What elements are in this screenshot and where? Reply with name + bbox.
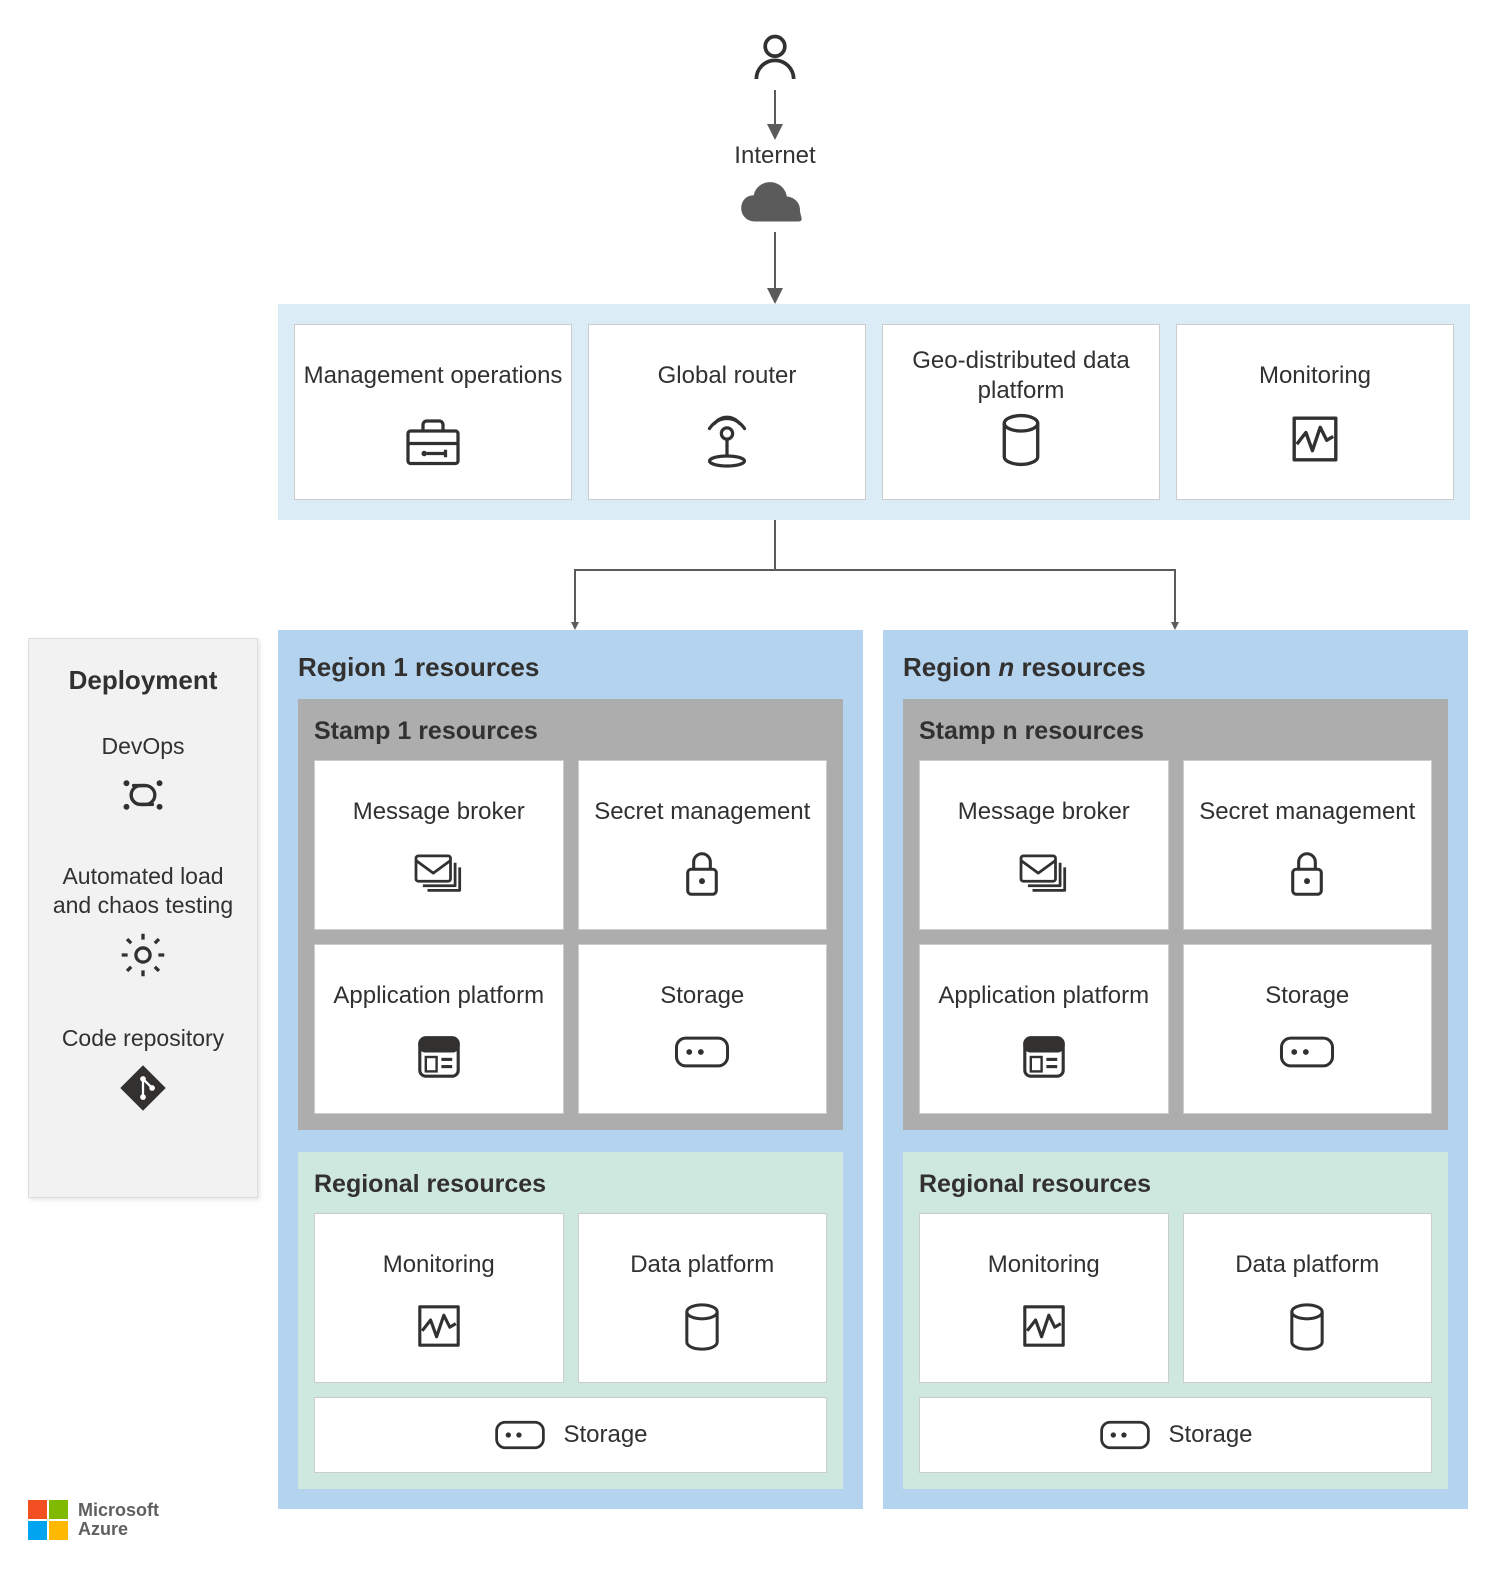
stamp-1-container: Stamp 1 resources Message broker Secret … — [298, 699, 843, 1130]
microsoft-azure-logo: Microsoft Azure — [28, 1500, 159, 1540]
card-label: Storage — [1265, 965, 1349, 1027]
global-services-container: Management operations Global router Geo-… — [278, 304, 1470, 520]
microsoft-logo-icon — [28, 1500, 68, 1540]
stamp-title: Stamp n resources — [919, 717, 1432, 746]
card-label: Application platform — [938, 965, 1149, 1027]
logo-line2: Azure — [78, 1520, 159, 1539]
regional-storage-row: Storage — [919, 1397, 1432, 1473]
secret-management-card: Secret management — [1183, 760, 1433, 930]
card-label: Storage — [660, 965, 744, 1027]
storage-label: Storage — [563, 1421, 647, 1449]
storage-icon — [673, 1033, 731, 1071]
database-icon — [997, 413, 1045, 467]
arrow-user-internet — [772, 90, 778, 140]
regional-storage-row: Storage — [314, 1397, 827, 1473]
arrow-cloud-global — [772, 232, 778, 304]
app-icon — [415, 1033, 463, 1081]
regional-monitoring-card: Monitoring — [919, 1213, 1169, 1383]
diagram-canvas: Internet Management operations Global ro… — [20, 20, 1490, 1572]
dep-label: Code repository — [45, 1024, 241, 1053]
card-label: Data platform — [630, 1234, 774, 1296]
regional-monitoring-card: Monitoring — [314, 1213, 564, 1383]
monitoring-icon — [415, 1302, 463, 1350]
deployment-title: Deployment — [45, 665, 241, 696]
card-label: Secret management — [1199, 781, 1415, 843]
global-router-card: Global router — [588, 324, 866, 500]
storage-card: Storage — [1183, 944, 1433, 1114]
card-label: Geo-distributed data platform — [891, 345, 1151, 407]
geo-data-platform-card: Geo-distributed data platform — [882, 324, 1160, 500]
stamp-n-container: Stamp n resources Message broker Secret … — [903, 699, 1448, 1130]
lock-icon — [1286, 849, 1328, 899]
storage-icon — [493, 1418, 547, 1452]
monitoring-card: Monitoring — [1176, 324, 1454, 500]
arrow-global-regions — [560, 520, 1190, 630]
stamp-title: Stamp 1 resources — [314, 717, 827, 746]
card-label: Monitoring — [1259, 345, 1371, 407]
cloud-icon — [735, 178, 815, 235]
card-label: Data platform — [1235, 1234, 1379, 1296]
toolbox-icon — [403, 413, 463, 469]
deployment-item-repo: Code repository — [45, 1024, 241, 1118]
management-operations-card: Management operations — [294, 324, 572, 500]
monitoring-icon — [1020, 1302, 1068, 1350]
storage-label: Storage — [1168, 1421, 1252, 1449]
deployment-item-devops: DevOps — [45, 732, 241, 824]
region-title: Region n resources — [903, 652, 1448, 683]
card-label: Application platform — [333, 965, 544, 1027]
storage-card: Storage — [578, 944, 828, 1114]
message-icon — [411, 849, 467, 895]
regional-title: Regional resources — [314, 1170, 827, 1199]
app-icon — [1020, 1033, 1068, 1081]
router-icon — [697, 413, 757, 469]
database-icon — [1286, 1302, 1328, 1352]
region-title: Region 1 resources — [298, 652, 843, 683]
application-platform-card: Application platform — [314, 944, 564, 1114]
secret-management-card: Secret management — [578, 760, 828, 930]
card-label: Management operations — [304, 345, 563, 407]
storage-icon — [1098, 1418, 1152, 1452]
regional-title: Regional resources — [919, 1170, 1432, 1199]
regional-data-platform-card: Data platform — [578, 1213, 828, 1383]
card-label: Monitoring — [988, 1234, 1100, 1296]
logo-text: Microsoft Azure — [78, 1501, 159, 1539]
lock-icon — [681, 849, 723, 899]
card-label: Monitoring — [383, 1234, 495, 1296]
regional-data-platform-card: Data platform — [1183, 1213, 1433, 1383]
message-broker-card: Message broker — [314, 760, 564, 930]
user-icon — [745, 30, 805, 91]
regional-1-container: Regional resources Monitoring Data platf… — [298, 1152, 843, 1489]
regional-n-container: Regional resources Monitoring Data platf… — [903, 1152, 1448, 1489]
message-icon — [1016, 849, 1072, 895]
deployment-item-testing: Automated load and chaos testing — [45, 862, 241, 987]
card-label: Secret management — [594, 781, 810, 843]
lower-section: Deployment DevOps Automated load and cha… — [20, 630, 1468, 1509]
card-label: Global router — [658, 345, 797, 407]
region-n-container: Region n resources Stamp n resources Mes… — [883, 630, 1468, 1509]
internet-label: Internet — [720, 142, 830, 170]
logo-line1: Microsoft — [78, 1501, 159, 1520]
database-icon — [681, 1302, 723, 1352]
application-platform-card: Application platform — [919, 944, 1169, 1114]
gear-icon — [117, 929, 169, 981]
card-label: Message broker — [958, 781, 1130, 843]
card-label: Message broker — [353, 781, 525, 843]
dep-label: Automated load and chaos testing — [45, 862, 241, 920]
devops-icon — [117, 771, 169, 819]
monitoring-icon — [1289, 413, 1341, 465]
git-icon — [118, 1063, 168, 1113]
storage-icon — [1278, 1033, 1336, 1071]
message-broker-card: Message broker — [919, 760, 1169, 930]
deployment-panel: Deployment DevOps Automated load and cha… — [28, 638, 258, 1198]
region-1-container: Region 1 resources Stamp 1 resources Mes… — [278, 630, 863, 1509]
dep-label: DevOps — [45, 732, 241, 761]
